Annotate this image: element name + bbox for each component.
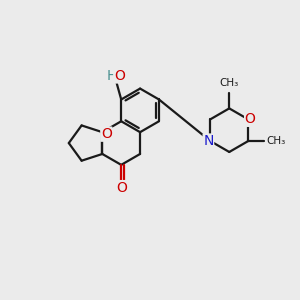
Text: CH₃: CH₃ [220, 78, 239, 88]
Text: H: H [107, 69, 118, 83]
Text: O: O [114, 69, 125, 83]
Text: CH₃: CH₃ [266, 136, 285, 146]
Text: O: O [245, 112, 256, 126]
Text: N: N [203, 134, 214, 148]
Text: O: O [116, 181, 127, 195]
Text: O: O [101, 127, 112, 141]
